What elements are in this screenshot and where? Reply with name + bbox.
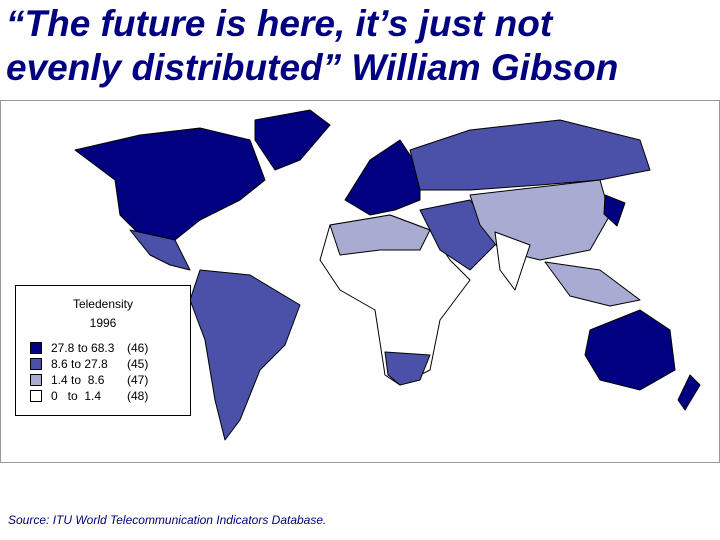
legend-count: (46) — [127, 341, 148, 355]
legend-title: Teledensity — [73, 297, 133, 311]
north-america — [74, 127, 266, 241]
legend: Teledensity 1996 27.8 to 68.3 (46) 8.6 to … — [15, 285, 191, 416]
legend-range: 27.8 to 68.3 — [51, 341, 115, 355]
legend-range: 1.4 to 8.6 — [51, 373, 105, 387]
legend-box — [15, 285, 191, 416]
south-america — [189, 269, 301, 441]
new-zealand — [677, 374, 701, 411]
southeast-asia — [544, 261, 641, 307]
source-note: Source: ITU World Telecommunication Indi… — [8, 513, 327, 527]
legend-count: (48) — [127, 389, 148, 403]
japan — [603, 194, 626, 227]
legend-count: (47) — [127, 373, 148, 387]
legend-title: 1996 — [90, 316, 117, 330]
legend-count: (45) — [127, 357, 148, 371]
russia — [409, 119, 651, 191]
slide-title: “The future is here, it’s just not evenl… — [6, 2, 618, 90]
title-line: evenly distributed” William Gibson — [6, 47, 619, 88]
legend-range: 0 to 1.4 — [51, 389, 101, 403]
north-africa — [329, 214, 431, 256]
greenland — [254, 109, 331, 171]
legend-swatch — [30, 390, 42, 402]
central-america — [129, 229, 191, 271]
australia — [584, 309, 676, 391]
world-map: Teledensity 1996 27.8 to 68.3 (46) 8.6 to … — [0, 100, 720, 463]
legend-range: 8.6 to 27.8 — [51, 357, 108, 371]
legend-swatch — [30, 342, 42, 354]
south-asia — [494, 231, 531, 291]
legend-swatch — [30, 374, 42, 386]
legend-swatch — [30, 358, 42, 370]
title-line: “The future is here, it’s just not — [6, 3, 553, 44]
southern-africa — [384, 351, 431, 386]
